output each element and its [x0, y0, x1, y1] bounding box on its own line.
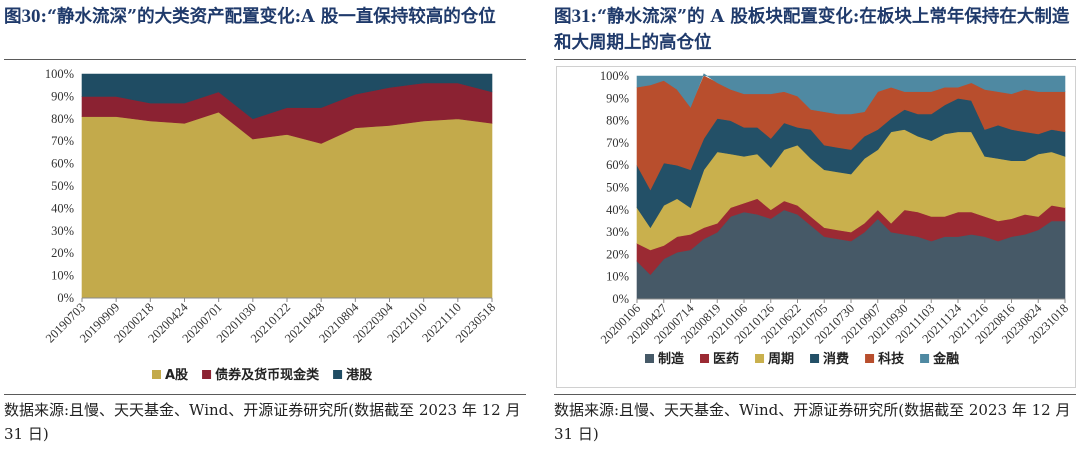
right-legend-label: 科技: [878, 351, 905, 367]
source-note: 数据来源:且慢、天天基金、Wind、开源证券研究所(数据截至 2023 年 12…: [4, 401, 521, 443]
left-legend-label: 港股: [346, 367, 372, 383]
left-y-tick-label: 0%: [57, 291, 74, 305]
left-legend-label: A股: [165, 368, 188, 383]
left-y-tick-label: 100%: [45, 67, 74, 81]
left-y-tick-label: 80%: [51, 112, 74, 126]
right-y-tick-label: 80%: [606, 114, 629, 128]
right-legend-swatch: [810, 354, 820, 363]
left-legend-swatch: [333, 370, 343, 379]
right-y-tick-label: 50%: [606, 181, 629, 195]
figure-title: 图30:“静水流深”的大类资产配置变化:A 股一直保持较高的仓位: [4, 4, 526, 30]
figure-title-prefix: 图: [554, 7, 572, 27]
figure-30-panel: 图30:“静水流深”的大类资产配置变化:A 股一直保持较高的仓位 0% 10% 20…: [0, 0, 530, 451]
left-legend-swatch: [202, 370, 212, 379]
bottom-rule: [4, 394, 526, 395]
right-y-tick-label: 10%: [606, 270, 629, 284]
sector-allocation-svg: 0%10%20%30%40%50%60%70%80%90%100%2020010…: [598, 69, 1071, 367]
right-legend-label: 制造: [658, 351, 685, 367]
right-legend-swatch: [755, 354, 765, 363]
right-y-tick-label: 60%: [606, 158, 629, 172]
asset-allocation-svg: 0%10%20%30%40%50%60%70%80%90%100%2019070…: [43, 67, 498, 383]
source-note: 数据来源:且慢、天天基金、Wind、开源证券研究所(数据截至 2023 年 12…: [554, 401, 1071, 443]
right-legend-label: 消费: [823, 351, 849, 367]
figure-31-panel: 图31:“静水流深”的 A 股板块配置变化:在板块上常年保持在大制造和大周期上的…: [550, 0, 1080, 451]
figure-title-prefix: 图: [4, 7, 22, 27]
left-y-tick-label: 30%: [51, 224, 74, 238]
right-legend-swatch: [865, 354, 875, 363]
left-y-tick-label: 50%: [51, 179, 74, 193]
figure-title-text: :“静水流深”的 A 股板块配置变化:在板块上常年保持在大制造和大周期上的高仓位: [554, 7, 1070, 53]
right-y-tick-label: 40%: [606, 203, 629, 217]
asset-allocation-chart: 0% 10% 20% 30% 40% 50% 60% 70% 80% 90% 100% 2019070…: [14, 66, 526, 388]
left-area-2: [81, 73, 493, 120]
figure-title-text: :“静水流深”的大类资产配置变化:A 股一直保持较高的仓位: [40, 7, 496, 27]
left-legend-swatch: [152, 370, 161, 379]
left-y-tick-label: 10%: [51, 269, 74, 283]
top-rule: [4, 59, 526, 60]
left-area-0: [81, 111, 493, 299]
right-y-tick-label: 30%: [606, 225, 629, 239]
left-legend-label: 债券及货币现金类: [215, 367, 320, 383]
top-rule: [554, 59, 1076, 60]
right-legend-swatch: [700, 354, 710, 363]
right-area-5: [636, 73, 1066, 115]
right-legend-label: 医药: [713, 351, 739, 367]
right-legend-label: 金融: [932, 351, 959, 367]
right-y-tick-label: 20%: [606, 247, 629, 261]
left-y-tick-label: 60%: [51, 157, 74, 171]
left-y-tick-label: 40%: [51, 201, 74, 215]
left-y-tick-label: 20%: [51, 246, 74, 260]
bottom-rule: [554, 394, 1076, 395]
right-legend-label: 周期: [768, 352, 794, 367]
right-legend-swatch: [920, 354, 930, 363]
figure-title-number: 31: [571, 6, 591, 27]
figure-title-number: 30: [21, 6, 41, 27]
right-y-tick-label: 70%: [606, 136, 629, 150]
right-y-tick-label: 100%: [600, 69, 629, 83]
right-y-tick-label: 0%: [612, 292, 629, 306]
right-y-tick-label: 90%: [606, 91, 629, 105]
sector-allocation-chart: 0% 10% 20% 30% 40% 50% 60% 70% 80% 90% 100% 2020010…: [556, 66, 1076, 388]
figure-title: 图31:“静水流深”的 A 股板块配置变化:在板块上常年保持在大制造和大周期上的…: [554, 4, 1076, 56]
left-y-tick-label: 90%: [51, 89, 74, 103]
left-y-tick-label: 70%: [51, 134, 74, 148]
right-legend-swatch: [645, 354, 654, 363]
